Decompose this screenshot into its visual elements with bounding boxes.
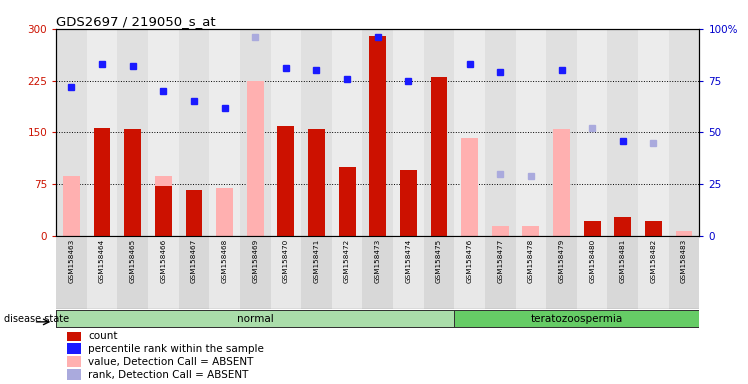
Bar xyxy=(454,29,485,236)
Bar xyxy=(515,236,546,309)
Text: GSM158477: GSM158477 xyxy=(497,238,503,283)
Bar xyxy=(63,176,80,236)
Bar xyxy=(57,311,454,327)
Text: rank, Detection Call = ABSENT: rank, Detection Call = ABSENT xyxy=(88,370,248,380)
Bar xyxy=(553,129,570,236)
Bar xyxy=(455,311,699,327)
Bar xyxy=(271,29,301,236)
Text: percentile rank within the sample: percentile rank within the sample xyxy=(88,344,264,354)
Bar xyxy=(124,129,141,236)
Bar xyxy=(240,236,271,309)
Text: GSM158479: GSM158479 xyxy=(559,238,565,283)
Bar xyxy=(155,176,172,236)
Bar xyxy=(485,236,515,309)
Bar xyxy=(117,236,148,309)
Bar xyxy=(148,29,179,236)
Bar xyxy=(332,236,363,309)
Bar xyxy=(607,29,638,236)
Bar xyxy=(393,236,423,309)
Text: GSM158483: GSM158483 xyxy=(681,238,687,283)
Bar xyxy=(308,129,325,236)
Text: GSM158473: GSM158473 xyxy=(375,238,381,283)
Bar xyxy=(577,29,607,236)
Text: GSM158478: GSM158478 xyxy=(528,238,534,283)
Bar xyxy=(423,29,454,236)
Bar xyxy=(117,29,148,236)
Bar xyxy=(209,29,240,236)
Text: count: count xyxy=(88,331,117,341)
Bar xyxy=(209,236,240,309)
Bar xyxy=(577,236,607,309)
Bar xyxy=(179,236,209,309)
Bar xyxy=(454,236,485,309)
Text: GSM158474: GSM158474 xyxy=(405,238,411,283)
Bar xyxy=(271,236,301,309)
Bar xyxy=(247,81,263,236)
Text: GSM158464: GSM158464 xyxy=(99,238,105,283)
Text: GSM158465: GSM158465 xyxy=(129,238,135,283)
Text: GSM158467: GSM158467 xyxy=(191,238,197,283)
Bar xyxy=(332,29,363,236)
Bar xyxy=(546,29,577,236)
Bar xyxy=(675,231,693,236)
Bar xyxy=(56,236,87,309)
Text: GSM158470: GSM158470 xyxy=(283,238,289,283)
Bar xyxy=(155,186,172,236)
Bar xyxy=(546,236,577,309)
Bar xyxy=(423,236,454,309)
Bar xyxy=(669,29,699,236)
Bar xyxy=(638,29,669,236)
Bar xyxy=(148,236,179,309)
Bar xyxy=(67,356,81,367)
Text: GSM158482: GSM158482 xyxy=(651,238,657,283)
Bar xyxy=(67,343,81,354)
Bar xyxy=(522,226,539,236)
Bar xyxy=(638,236,669,309)
Text: GSM158469: GSM158469 xyxy=(252,238,258,283)
Bar xyxy=(240,29,271,236)
Text: value, Detection Call = ABSENT: value, Detection Call = ABSENT xyxy=(88,357,254,367)
Text: GSM158463: GSM158463 xyxy=(68,238,74,283)
Text: disease state: disease state xyxy=(4,314,69,324)
Bar xyxy=(515,29,546,236)
Bar xyxy=(339,167,355,236)
Bar xyxy=(67,330,81,341)
Bar xyxy=(485,29,515,236)
Bar xyxy=(393,29,423,236)
Bar xyxy=(87,236,117,309)
Bar xyxy=(56,29,87,236)
Bar xyxy=(400,170,417,236)
Bar xyxy=(492,226,509,236)
Bar xyxy=(462,138,478,236)
Text: GSM158472: GSM158472 xyxy=(344,238,350,283)
Bar xyxy=(179,29,209,236)
Bar xyxy=(583,221,601,236)
Bar xyxy=(67,369,81,381)
Bar xyxy=(94,127,111,236)
Bar xyxy=(301,29,332,236)
Text: GSM158480: GSM158480 xyxy=(589,238,595,283)
Text: GSM158466: GSM158466 xyxy=(160,238,166,283)
Bar xyxy=(614,217,631,236)
Text: GSM158476: GSM158476 xyxy=(467,238,473,283)
Text: GSM158475: GSM158475 xyxy=(436,238,442,283)
Bar xyxy=(363,29,393,236)
Text: GSM158471: GSM158471 xyxy=(313,238,319,283)
Bar xyxy=(645,221,662,236)
Bar xyxy=(370,36,386,236)
Text: GSM158481: GSM158481 xyxy=(620,238,626,283)
Bar xyxy=(669,236,699,309)
Bar xyxy=(607,236,638,309)
Text: GDS2697 / 219050_s_at: GDS2697 / 219050_s_at xyxy=(56,15,215,28)
Bar xyxy=(87,29,117,236)
Text: normal: normal xyxy=(237,314,274,324)
Bar xyxy=(186,190,203,236)
Bar xyxy=(216,188,233,236)
Text: teratozoospermia: teratozoospermia xyxy=(531,314,623,324)
Text: GSM158468: GSM158468 xyxy=(221,238,227,283)
Bar xyxy=(301,236,332,309)
Bar xyxy=(363,236,393,309)
Bar xyxy=(431,77,447,236)
Bar xyxy=(278,126,294,236)
